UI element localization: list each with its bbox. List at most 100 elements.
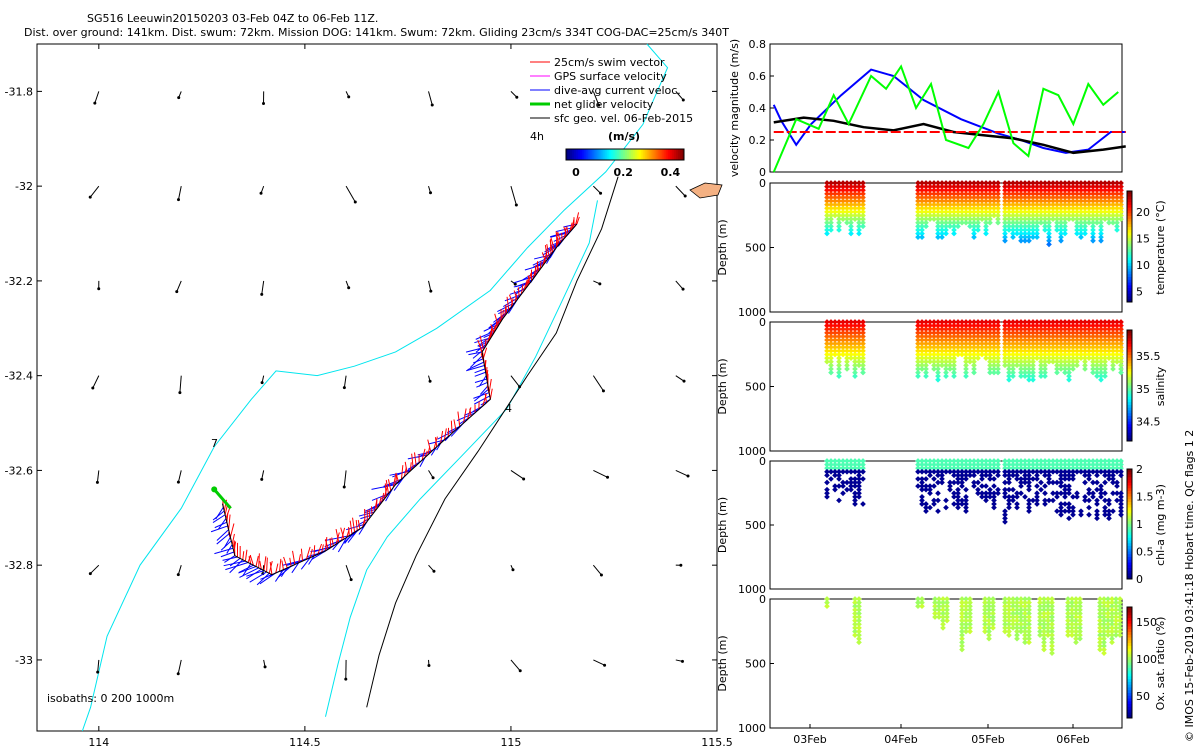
profile-sample-point — [991, 483, 997, 489]
profile-sample-point — [1042, 194, 1048, 201]
profile-sample-point — [856, 479, 862, 486]
profile-sample-point — [1054, 330, 1060, 336]
swim-vector — [346, 528, 350, 538]
profile-sample-point — [1070, 326, 1076, 333]
profile-sample-point — [935, 223, 941, 230]
profile-sample-point — [1070, 348, 1076, 354]
profile-sample-point — [923, 369, 929, 376]
profile-sample-point — [1034, 472, 1040, 479]
profile-sample-point — [1118, 180, 1124, 186]
profile-sample-point — [963, 219, 969, 226]
profile-sample-point — [927, 201, 933, 208]
profile-sample-point — [856, 180, 862, 186]
profile-sample-point — [1114, 483, 1120, 489]
swim-vector — [574, 212, 580, 226]
profile-sample-point — [987, 219, 993, 226]
profile-sample-point — [923, 194, 929, 201]
profile-sample-point — [852, 319, 858, 325]
swim-vector — [380, 492, 385, 504]
depth-colorbar-segment — [1127, 227, 1132, 231]
profile-sample-point — [931, 322, 937, 329]
profile-sample-point — [947, 461, 953, 468]
profile-sample-point — [1014, 183, 1020, 190]
glider-track — [221, 223, 578, 576]
profile-sample-point — [1022, 362, 1028, 369]
profile-sample-point — [1006, 614, 1012, 620]
profile-sample-point — [1114, 337, 1120, 343]
profile-sample-point — [975, 468, 981, 475]
profile-sample-point — [1098, 351, 1104, 358]
profile-sample-point — [1058, 333, 1064, 340]
profile-sample-point — [971, 468, 977, 475]
profile-sample-point — [1042, 373, 1048, 380]
profile-sample-point — [959, 333, 965, 340]
profile-sample-point — [1082, 319, 1088, 325]
profile-sample-point — [1054, 223, 1060, 230]
profile-sample-point — [852, 180, 858, 186]
profile-sample-point — [1006, 351, 1012, 358]
profile-sample-point — [967, 351, 973, 358]
profile-sample-point — [832, 180, 838, 186]
profile-sample-point — [1042, 330, 1048, 336]
profile-sample-point — [1066, 201, 1072, 208]
profile-sample-point — [1094, 333, 1100, 340]
profile-sample-point — [1002, 486, 1008, 493]
colorbar-segment — [640, 149, 644, 160]
profile-sample-point — [1070, 494, 1076, 500]
profile-sample-point — [935, 344, 941, 351]
profile-sample-point — [1086, 205, 1092, 212]
geo-velocity-arrowhead — [88, 572, 92, 576]
profile-sample-point — [983, 337, 989, 343]
depth-colorbar-segment — [1127, 407, 1132, 411]
profile-sample-point — [919, 479, 925, 486]
profile-sample-point — [1006, 468, 1012, 475]
profile-sample-point — [1018, 223, 1024, 230]
profile-sample-point — [955, 472, 961, 479]
profile-sample-point — [919, 234, 925, 241]
profile-sample-point — [856, 632, 862, 638]
profile-sample-point — [836, 369, 842, 376]
depth-colorbar-tick-label: 2 — [1136, 463, 1143, 476]
swim-vector — [298, 554, 301, 563]
profile-sample-point — [987, 458, 993, 464]
profile-sample-point — [1042, 490, 1048, 497]
profile-sample-point — [1094, 501, 1100, 507]
depth-colorbar-segment — [1127, 221, 1132, 225]
profile-sample-point — [1054, 340, 1060, 347]
profile-sample-point — [939, 223, 945, 230]
profile-sample-point — [1070, 216, 1076, 222]
colorbar-segment — [625, 149, 628, 160]
annotation-4: 4 — [505, 402, 512, 415]
profile-sample-point — [944, 599, 950, 606]
profile-sample-point — [1078, 223, 1084, 230]
profile-sample-point — [1026, 212, 1032, 219]
profile-sample-point — [1070, 322, 1076, 329]
profile-sample-point — [983, 223, 989, 230]
profile-sample-point — [1078, 508, 1084, 515]
profile-sample-point — [982, 603, 988, 610]
profile-sample-point — [1078, 333, 1084, 340]
profile-sample-point — [995, 490, 1001, 497]
colorbar-segment — [617, 149, 620, 160]
profile-sample-point — [1058, 227, 1064, 233]
depth-colorbar-tick-label: 0 — [1136, 573, 1143, 586]
profile-sample-point — [939, 216, 945, 222]
profile-sample-point — [1062, 205, 1068, 212]
profile-sample-point — [951, 319, 957, 325]
profile-sample-point — [1050, 319, 1056, 325]
profile-sample-point — [935, 216, 941, 222]
profile-sample-point — [951, 348, 957, 354]
profile-sample-point — [852, 194, 858, 201]
profile-sample-point — [987, 348, 993, 354]
profile-sample-point — [828, 330, 834, 336]
swim-vector — [550, 237, 555, 251]
profile-sample-point — [1094, 458, 1100, 464]
profile-sample-point — [955, 319, 961, 325]
profile-sample-point — [1090, 209, 1096, 215]
profile-sample-point — [1106, 508, 1112, 515]
profile-sample-point — [915, 227, 921, 233]
profile-sample-point — [915, 223, 921, 230]
profile-sample-point — [1065, 625, 1071, 631]
profile-sample-point — [955, 494, 961, 500]
profile-sample-point — [1038, 319, 1044, 325]
